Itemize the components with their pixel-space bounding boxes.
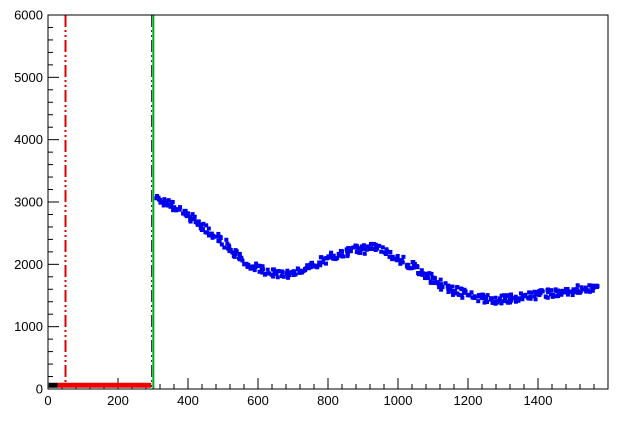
y-tick-label: 3000 bbox=[14, 195, 43, 210]
y-axis-tick-labels: 0 1000 2000 3000 4000 5000 6000 bbox=[14, 8, 43, 397]
y-tick-label: 5000 bbox=[14, 70, 43, 85]
series-signal-band-blue bbox=[154, 193, 600, 306]
x-axis-tick-labels: 0 200 400 600 800 1000 1200 1400 bbox=[44, 393, 552, 408]
x-tick-label: 400 bbox=[177, 393, 199, 408]
x-tick-label: 200 bbox=[107, 393, 129, 408]
y-tick-label: 0 bbox=[36, 382, 43, 397]
y-tick-label: 1000 bbox=[14, 319, 43, 334]
x-tick-label: 0 bbox=[44, 393, 51, 408]
x-tick-label: 800 bbox=[317, 393, 339, 408]
y-tick-label: 4000 bbox=[14, 132, 43, 147]
x-tick-label: 1400 bbox=[524, 393, 553, 408]
x-tick-label: 600 bbox=[247, 393, 269, 408]
y-tick-label: 2000 bbox=[14, 257, 43, 272]
x-tick-label: 1000 bbox=[384, 393, 413, 408]
annotation-lines bbox=[64, 15, 155, 389]
plot-frame bbox=[47, 14, 609, 390]
y-tick-label: 6000 bbox=[14, 8, 43, 23]
x-tick-label: 1200 bbox=[454, 393, 483, 408]
